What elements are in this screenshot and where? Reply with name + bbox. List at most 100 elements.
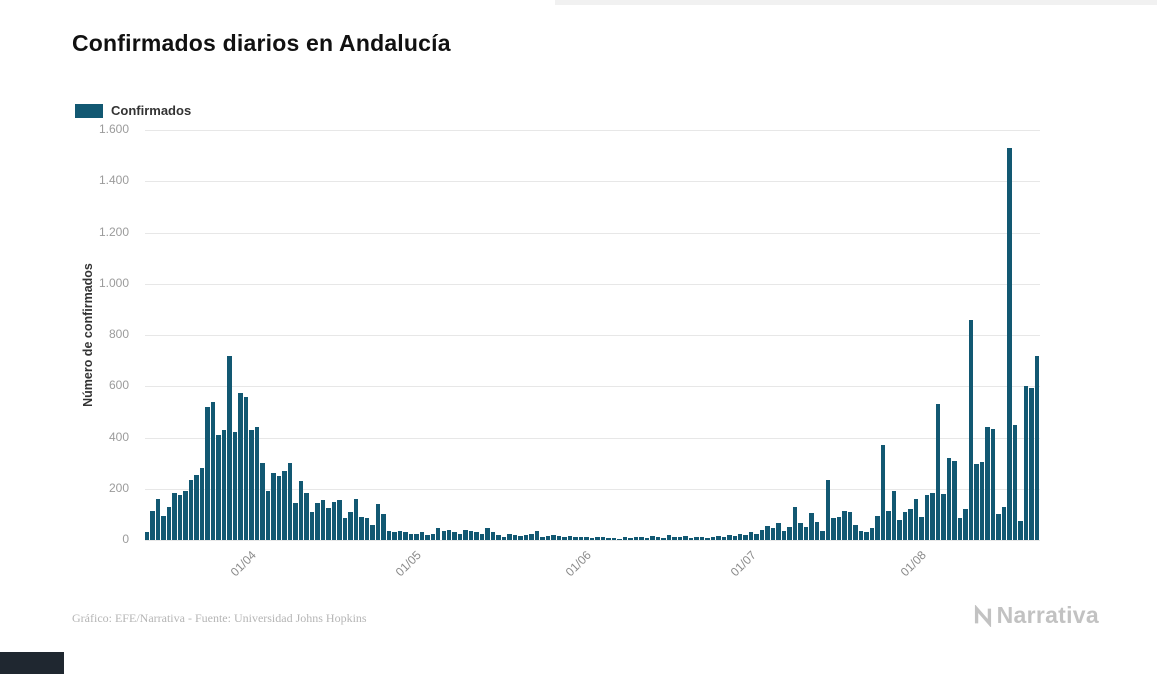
bar (617, 538, 622, 540)
bar (309, 511, 315, 540)
bar (540, 537, 545, 540)
gridline (145, 130, 1040, 131)
bar (457, 533, 463, 540)
bar (474, 532, 479, 540)
bar (254, 427, 260, 540)
bar (348, 511, 353, 540)
bar (232, 432, 238, 540)
legend: Confirmados (75, 103, 191, 118)
bar (238, 392, 243, 540)
bar (606, 538, 611, 540)
bar (518, 536, 523, 540)
bar (375, 504, 381, 540)
bar (177, 495, 183, 540)
bar (946, 458, 952, 540)
bar (359, 516, 364, 540)
bar (216, 434, 221, 540)
bar (265, 491, 271, 540)
bar (227, 355, 232, 540)
bar (304, 492, 309, 540)
bar (1029, 387, 1034, 540)
bar (155, 499, 161, 540)
bar (287, 463, 293, 540)
bar (578, 536, 584, 540)
y-tick-label: 0 (122, 532, 129, 546)
bar (716, 536, 721, 540)
bar (1018, 520, 1023, 540)
narrativa-logo-text: Narrativa (996, 602, 1099, 628)
bar (446, 529, 452, 540)
bar (875, 515, 880, 540)
bar (425, 534, 430, 540)
bar (803, 527, 809, 540)
bar (485, 528, 490, 540)
bar (183, 491, 188, 540)
bar (271, 473, 276, 540)
bar (644, 537, 650, 540)
bar (507, 533, 512, 540)
bar (326, 507, 331, 540)
bar (683, 536, 688, 540)
bar (293, 502, 298, 540)
bar (979, 461, 985, 540)
chart-title: Confirmados diarios en Andalucía (72, 30, 451, 56)
bar (743, 534, 748, 540)
bar (551, 534, 556, 540)
bar (650, 536, 655, 540)
bar (249, 429, 254, 540)
gridline (145, 232, 1040, 234)
bar (243, 396, 249, 540)
bar (556, 536, 562, 540)
bar (661, 537, 666, 540)
bar (364, 518, 370, 540)
bar (831, 518, 836, 540)
bar (210, 401, 216, 540)
bar (776, 523, 781, 540)
top-edge-artifact (555, 0, 1157, 5)
bar (392, 532, 397, 540)
bar (759, 529, 765, 540)
gridline (145, 540, 1040, 541)
bar (787, 527, 792, 540)
bar (974, 464, 979, 540)
bar (902, 511, 908, 540)
legend-swatch (75, 103, 103, 118)
bar (836, 516, 842, 540)
bar (194, 474, 199, 540)
bar (864, 532, 869, 540)
bar (633, 536, 639, 540)
bar (403, 532, 408, 540)
bar (490, 532, 496, 540)
bar (337, 500, 342, 540)
bar (941, 493, 946, 540)
bar (897, 519, 902, 540)
narrativa-logo: Narrativa (972, 602, 1099, 629)
bar (419, 532, 425, 540)
bar (792, 506, 798, 540)
bar (463, 529, 468, 540)
plot-area: 0 200 400 600 800 1.000 1.200 1.400 1.600 01/04 01… (99, 122, 1040, 579)
x-tick-label: 01/05 (392, 548, 424, 580)
bar (886, 510, 891, 540)
bar (798, 523, 803, 540)
bar (529, 533, 534, 540)
bar (694, 537, 699, 540)
bar (468, 531, 474, 540)
bar (496, 534, 501, 540)
gridline (145, 283, 1040, 285)
bar (534, 531, 540, 540)
bar (567, 536, 573, 540)
bar (639, 537, 644, 540)
source-credit: Gráfico: EFE/Narrativa - Fuente: Univers… (72, 611, 367, 625)
bar (188, 479, 194, 540)
bar (666, 534, 672, 540)
y-tick-label: 1.600 (98, 122, 129, 136)
bar (748, 532, 754, 540)
bar (727, 534, 732, 540)
bar (1034, 355, 1039, 540)
bar (381, 514, 386, 540)
bar (145, 532, 150, 540)
bar (150, 510, 155, 540)
bar (221, 429, 227, 540)
